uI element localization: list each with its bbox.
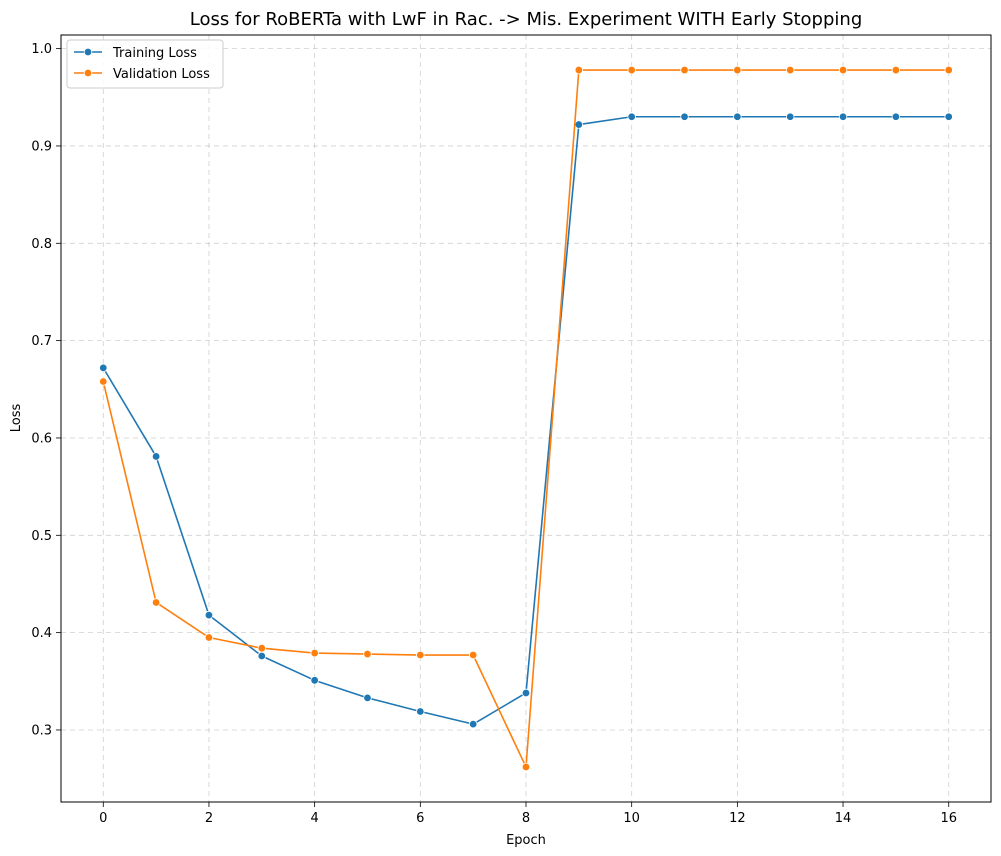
y-tick-label: 0.6 xyxy=(31,431,52,446)
chart-title: Loss for RoBERTa with LwF in Rac. -> Mis… xyxy=(190,9,863,30)
data-point-validation-loss xyxy=(891,65,901,75)
data-point-training-loss xyxy=(310,676,319,685)
data-point-training-loss xyxy=(521,688,531,698)
data-point-validation-loss xyxy=(310,648,319,658)
data-point-validation-loss xyxy=(204,633,214,642)
y-tick-label: 0.7 xyxy=(31,334,52,349)
data-point-validation-loss xyxy=(416,650,425,660)
data-point-validation-loss xyxy=(733,65,742,75)
series-group xyxy=(99,65,953,772)
legend-marker-validation-loss xyxy=(83,68,93,78)
data-point-training-loss xyxy=(944,112,953,121)
data-point-validation-loss xyxy=(521,762,531,772)
x-tick-label: 12 xyxy=(729,811,746,826)
y-tick-label: 0.8 xyxy=(31,237,52,252)
grid-lines xyxy=(61,35,991,802)
data-point-training-loss xyxy=(151,452,161,461)
y-tick-label: 0.3 xyxy=(31,723,52,738)
legend-marker-training-loss xyxy=(83,47,93,57)
data-point-validation-loss xyxy=(363,649,372,659)
x-tick-label: 6 xyxy=(416,811,424,826)
data-point-validation-loss xyxy=(574,65,584,75)
x-tick-label: 8 xyxy=(522,811,530,826)
legend: Training Loss Validation Loss xyxy=(66,39,224,89)
data-point-validation-loss xyxy=(99,377,108,386)
x-tick-label: 0 xyxy=(99,811,107,826)
data-point-validation-loss xyxy=(786,65,795,75)
legend-label-training-loss: Training Loss xyxy=(112,46,197,61)
data-point-validation-loss xyxy=(257,644,266,653)
data-point-training-loss xyxy=(99,363,108,373)
data-point-validation-loss xyxy=(627,65,636,75)
data-point-training-loss xyxy=(204,610,214,620)
legend-box xyxy=(66,39,224,89)
y-tick-label: 1.0 xyxy=(31,42,52,57)
x-tick-label: 16 xyxy=(940,811,957,826)
y-tick-label: 0.5 xyxy=(31,529,52,544)
x-axis-label: Epoch xyxy=(506,833,546,848)
data-point-training-loss xyxy=(733,112,742,121)
data-point-training-loss xyxy=(891,112,901,121)
data-point-training-loss xyxy=(680,112,689,121)
data-point-training-loss xyxy=(257,651,266,661)
data-point-validation-loss xyxy=(468,650,478,660)
legend-label-validation-loss: Validation Loss xyxy=(113,67,210,82)
data-point-training-loss xyxy=(627,112,636,121)
x-tick-label: 4 xyxy=(310,811,318,826)
data-point-training-loss xyxy=(416,707,425,716)
data-point-training-loss xyxy=(574,120,584,129)
y-axis-label: Loss xyxy=(9,404,24,433)
data-point-validation-loss xyxy=(151,598,161,607)
axis-ticks: 0 2 4 6 8 10 12 14 16 0.3 0.4 0.5 0.6 0.7 0.8 0.9 1.0 xyxy=(31,42,957,826)
data-point-training-loss xyxy=(363,693,372,703)
data-point-validation-loss xyxy=(838,65,848,75)
x-tick-label: 14 xyxy=(835,811,852,826)
data-point-validation-loss xyxy=(680,65,689,75)
data-point-training-loss xyxy=(786,112,795,121)
data-point-validation-loss xyxy=(944,65,953,75)
y-tick-label: 0.9 xyxy=(31,139,52,154)
x-tick-label: 2 xyxy=(205,811,213,826)
data-point-training-loss xyxy=(468,719,478,729)
x-tick-label: 10 xyxy=(623,811,640,826)
data-point-training-loss xyxy=(838,112,848,121)
y-tick-label: 0.4 xyxy=(31,626,52,641)
